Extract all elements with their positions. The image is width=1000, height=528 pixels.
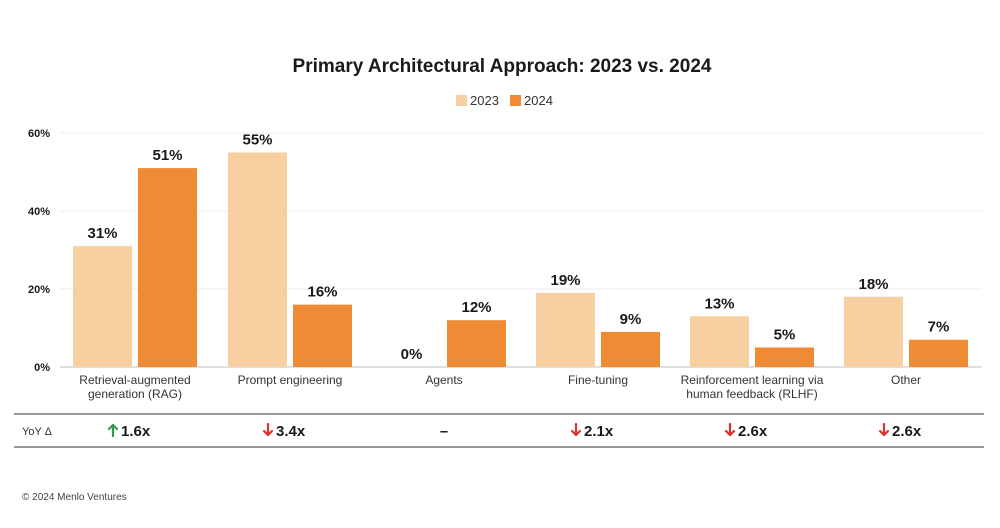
yoy-value-text: 2.1x bbox=[584, 423, 614, 440]
y-tick-label: 0% bbox=[34, 362, 50, 374]
yoy-value: 3.4x bbox=[262, 422, 306, 440]
data-label-2023: 0% bbox=[401, 346, 423, 363]
yoy-value: 1.6x bbox=[107, 423, 151, 440]
yoy-value-text: 1.6x bbox=[121, 423, 151, 440]
legend-label-2024: 2024 bbox=[524, 93, 553, 108]
data-label-2024: 9% bbox=[620, 311, 642, 328]
category-labels: Retrieval-augmented generation (RAG) Promp… bbox=[79, 373, 921, 401]
bar-2024 bbox=[138, 168, 197, 367]
bar-2023 bbox=[536, 292, 595, 367]
data-label-2024: 5% bbox=[774, 327, 796, 344]
data-labels: 31% 51% 55% 16% 0% 12% 19% 9% 13% 5% 18% 7% bbox=[87, 132, 949, 364]
yoy-values: 1.6x 3.4x – 2.1x 2.6x 2.6x bbox=[107, 422, 922, 440]
data-label-2023: 13% bbox=[704, 295, 734, 312]
arrow-down-icon bbox=[570, 422, 582, 437]
yoy-value-text: – bbox=[440, 423, 448, 440]
yoy-label: YoY Δ bbox=[22, 426, 53, 438]
yoy-value: 2.6x bbox=[724, 422, 768, 440]
bar-2024 bbox=[601, 331, 660, 367]
footer-copyright: © 2024 Menlo Ventures bbox=[22, 492, 127, 503]
yoy-value: 2.1x bbox=[570, 422, 614, 440]
yoy-value: 2.6x bbox=[878, 422, 922, 440]
data-label-2024: 16% bbox=[307, 284, 337, 301]
yoy-row: YoY Δ 1.6x 3.4x – 2.1x 2.6x 2.6x bbox=[14, 413, 984, 448]
yoy-value-text: 2.6x bbox=[738, 423, 768, 440]
yoy-value-text: 2.6x bbox=[892, 423, 922, 440]
bar-2024 bbox=[447, 320, 506, 367]
data-label-2024: 7% bbox=[928, 319, 950, 336]
arrow-up-icon bbox=[107, 423, 119, 438]
gridlines bbox=[60, 132, 982, 368]
category-label: Other bbox=[891, 373, 921, 387]
yoy-value-text: 3.4x bbox=[276, 423, 306, 440]
bar-2023 bbox=[228, 152, 287, 367]
bar-2023 bbox=[690, 316, 749, 367]
data-label-2024: 51% bbox=[152, 147, 182, 164]
category-label: Reinforcement learning via human feedback… bbox=[681, 373, 824, 401]
legend: 2023 2024 bbox=[456, 93, 553, 108]
y-tick-label: 40% bbox=[28, 206, 50, 218]
arrow-down-icon bbox=[724, 422, 736, 437]
legend-swatch-2024 bbox=[510, 95, 521, 106]
data-label-2023: 18% bbox=[858, 276, 888, 293]
arrow-down-icon bbox=[262, 422, 274, 437]
bar-2023 bbox=[844, 296, 903, 367]
yoy-value: – bbox=[440, 423, 448, 440]
category-label: Fine-tuning bbox=[568, 373, 628, 387]
legend-swatch-2023 bbox=[456, 95, 467, 106]
bar-2023 bbox=[73, 246, 132, 367]
y-axis-ticks: 0% 20% 40% 60% bbox=[28, 128, 50, 374]
arrow-down-icon bbox=[878, 422, 890, 437]
data-label-2023: 31% bbox=[87, 225, 117, 242]
bars bbox=[73, 152, 968, 367]
data-label-2023: 19% bbox=[550, 272, 580, 289]
data-label-2024: 12% bbox=[461, 299, 491, 316]
category-label: Agents bbox=[425, 373, 462, 387]
chart-title: Primary Architectural Approach: 2023 vs.… bbox=[293, 56, 712, 77]
bar-2024 bbox=[755, 347, 814, 367]
y-tick-label: 60% bbox=[28, 128, 50, 140]
bar-2024 bbox=[293, 304, 352, 367]
category-label: Prompt engineering bbox=[238, 373, 343, 387]
bar-2024 bbox=[909, 339, 968, 367]
legend-label-2023: 2023 bbox=[470, 93, 499, 108]
category-label: Retrieval-augmented generation (RAG) bbox=[79, 373, 190, 401]
data-label-2023: 55% bbox=[242, 132, 272, 149]
y-tick-label: 20% bbox=[28, 284, 50, 296]
